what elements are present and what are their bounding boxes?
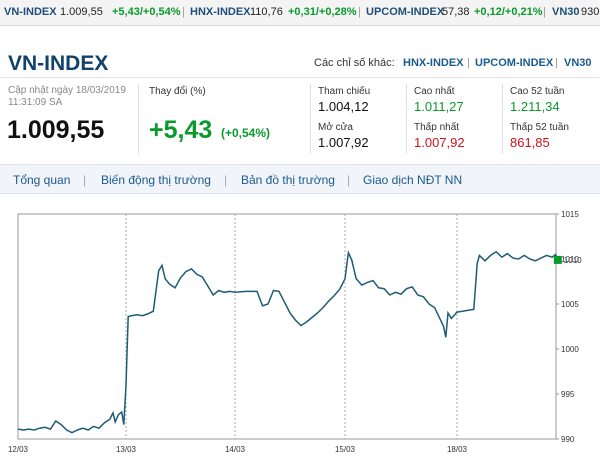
chart-x-axis: 12/03 13/03 14/03 15/03 18/03 (8, 445, 468, 454)
last-price-label: 1010 (564, 256, 582, 265)
ticker-upcom-value: 57,38 (442, 6, 470, 18)
stats-divider (310, 84, 311, 154)
stats-divider (406, 84, 407, 154)
summary-divider (138, 84, 139, 154)
x-tick-label: 13/03 (116, 445, 137, 454)
current-price: 1.009,55 (7, 116, 105, 144)
low-value: 1.007,92 (414, 135, 465, 150)
high-label: Cao nhất (414, 86, 455, 97)
reference-label: Tham chiếu (318, 86, 371, 97)
x-tick-label: 15/03 (335, 445, 356, 454)
y-tick-label: 990 (561, 435, 575, 444)
link-separator: | (467, 57, 470, 69)
ticker-upcom-name[interactable]: UPCOM-INDEX (366, 6, 445, 18)
ticker-vnindex-value: 1.009,55 (60, 6, 103, 18)
reference-value: 1.004,12 (318, 99, 369, 114)
high-value: 1.011,27 (414, 99, 464, 114)
open-value: 1.007,92 (318, 135, 369, 150)
ticker-separator: | (543, 6, 546, 18)
last-price-marker: 1010 (553, 255, 582, 265)
x-tick-label: 12/03 (8, 445, 29, 454)
change-percent: (+0,54%) (221, 126, 271, 140)
index-ticker-bar: VN-INDEX 1.009,55 +5,43/+0,54% | HNX-IND… (0, 0, 600, 26)
chart-vertical-gridlines (125, 214, 458, 439)
other-indices-label: Các chỉ số khác: (314, 57, 395, 69)
y-tick-label: 995 (561, 390, 575, 399)
tab-foreign-trading[interactable]: Giao dịch NĐT NN (363, 173, 463, 187)
link-upcom-index[interactable]: UPCOM-INDEX (475, 57, 554, 69)
ticker-vnindex-change: +5,43/+0,54% (112, 6, 181, 18)
high-52w-value: 1.211,34 (510, 99, 560, 114)
chart-y-axis: 990 995 1000 1005 1010 1015 (556, 210, 579, 444)
index-line-chart: 990 995 1000 1005 1010 1015 12/03 13/03 14/03 15… (8, 210, 582, 454)
ticker-vn30-value: 930, (581, 6, 600, 18)
ticker-vnindex-name[interactable]: VN-INDEX (4, 6, 57, 18)
y-tick-label: 1005 (561, 300, 579, 309)
tab-overview[interactable]: Tổng quan (13, 173, 71, 187)
price-line (17, 250, 559, 434)
low-52w-value: 861,85 (510, 135, 550, 150)
change-label: Thay đổi (%) (149, 86, 206, 97)
x-tick-label: 14/03 (225, 445, 246, 454)
chart-plot-area (17, 213, 557, 440)
tab-separator: | (83, 173, 87, 187)
ticker-vn30-name[interactable]: VN30 (552, 6, 580, 18)
updated-time: 11:31:09 SA (8, 97, 63, 108)
ticker-hnx-value: 110,76 (250, 6, 283, 18)
x-tick-label: 18/03 (447, 445, 468, 454)
tab-separator: | (347, 173, 351, 187)
y-tick-label: 1000 (561, 345, 579, 354)
change-value: +5,43 (149, 116, 213, 144)
stats-divider (502, 84, 503, 154)
page-title: VN-INDEX (8, 52, 109, 75)
low-52w-label: Thấp 52 tuần (510, 122, 569, 133)
y-tick-label: 1010 (561, 255, 579, 264)
high-52w-label: Cao 52 tuần (510, 86, 565, 97)
link-hnx-index[interactable]: HNX-INDEX (403, 57, 464, 69)
ticker-hnx-name[interactable]: HNX-INDEX (190, 6, 251, 18)
ticker-upcom-change: +0,12/+0,21% (474, 6, 543, 18)
last-price-square (553, 255, 562, 264)
tab-market-map[interactable]: Bản đồ thị trường (241, 173, 335, 187)
updated-date: Cập nhật ngày 18/03/2019 (8, 85, 126, 96)
ticker-separator: | (358, 6, 361, 18)
tab-market-movement[interactable]: Biến động thị trường (101, 173, 211, 187)
low-label: Thấp nhất (414, 122, 460, 133)
tab-bar: Tổng quan | Biến động thị trường | Bản đ… (0, 164, 600, 194)
link-vn30[interactable]: VN30 (564, 57, 592, 69)
open-label: Mở cửa (318, 122, 353, 133)
y-tick-label: 1015 (561, 210, 579, 219)
ticker-separator: | (182, 6, 185, 18)
tab-separator: | (224, 173, 228, 187)
header-divider (0, 77, 600, 78)
link-separator: | (555, 57, 558, 69)
ticker-hnx-change: +0,31/+0,28% (288, 6, 357, 18)
